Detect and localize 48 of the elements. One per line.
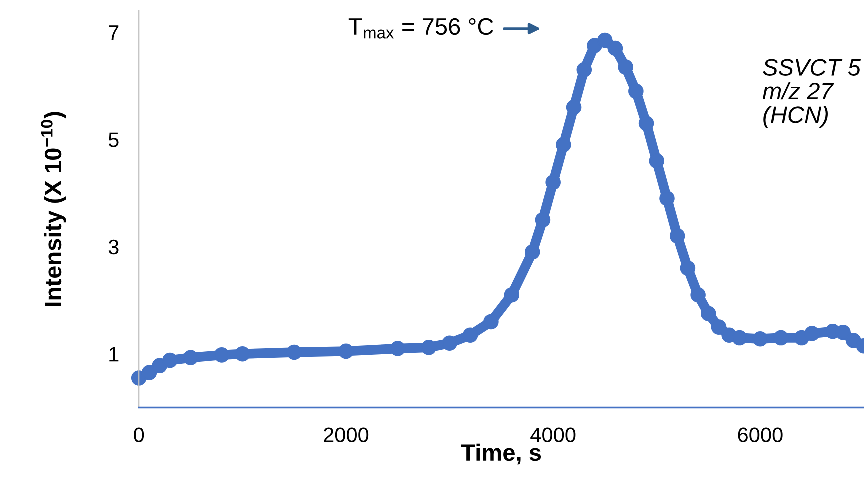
point bbox=[608, 40, 624, 56]
point bbox=[462, 328, 478, 343]
point bbox=[690, 288, 706, 303]
point bbox=[142, 365, 158, 381]
point bbox=[711, 320, 727, 335]
point bbox=[576, 62, 592, 78]
x-tick-label: 2000 bbox=[324, 428, 369, 442]
x-axis-title: Time, s bbox=[461, 444, 542, 465]
point bbox=[286, 344, 302, 360]
point bbox=[338, 344, 354, 360]
point bbox=[504, 288, 520, 303]
point bbox=[535, 212, 551, 228]
y-tick-label: 5 bbox=[108, 132, 119, 148]
x-tick-label: 4000 bbox=[530, 428, 576, 442]
x-tick-label: 0 bbox=[134, 428, 144, 442]
annotation: SSVCT 5 m/z 27 (HCN) bbox=[762, 59, 861, 128]
y-tick-label: 7 bbox=[109, 26, 119, 40]
point bbox=[597, 32, 613, 48]
point bbox=[235, 346, 250, 362]
point bbox=[660, 191, 675, 206]
point bbox=[390, 341, 406, 356]
point bbox=[484, 314, 499, 330]
point bbox=[680, 260, 696, 276]
point bbox=[732, 330, 748, 346]
point bbox=[566, 100, 582, 116]
y-tick-label: 1 bbox=[110, 347, 119, 362]
annotation: T$_{max}$ = 756 °C bbox=[348, 18, 494, 39]
point bbox=[804, 326, 820, 342]
point bbox=[670, 228, 686, 244]
point bbox=[162, 352, 178, 368]
point bbox=[421, 340, 437, 356]
point bbox=[183, 350, 199, 366]
point bbox=[774, 330, 789, 346]
point bbox=[836, 325, 851, 340]
point bbox=[752, 331, 768, 347]
point bbox=[701, 306, 716, 322]
x-tick-label: 6000 bbox=[738, 428, 783, 442]
point bbox=[649, 153, 665, 169]
point bbox=[638, 116, 654, 132]
point bbox=[442, 336, 458, 352]
y-axis-title: Intensity (X 10$^{−10}$) bbox=[41, 112, 66, 306]
point bbox=[618, 60, 634, 75]
point bbox=[546, 174, 561, 190]
point bbox=[214, 348, 230, 363]
y-tick-label: 3 bbox=[108, 240, 119, 255]
point bbox=[628, 84, 644, 100]
point bbox=[556, 137, 572, 153]
point bbox=[524, 244, 540, 260]
